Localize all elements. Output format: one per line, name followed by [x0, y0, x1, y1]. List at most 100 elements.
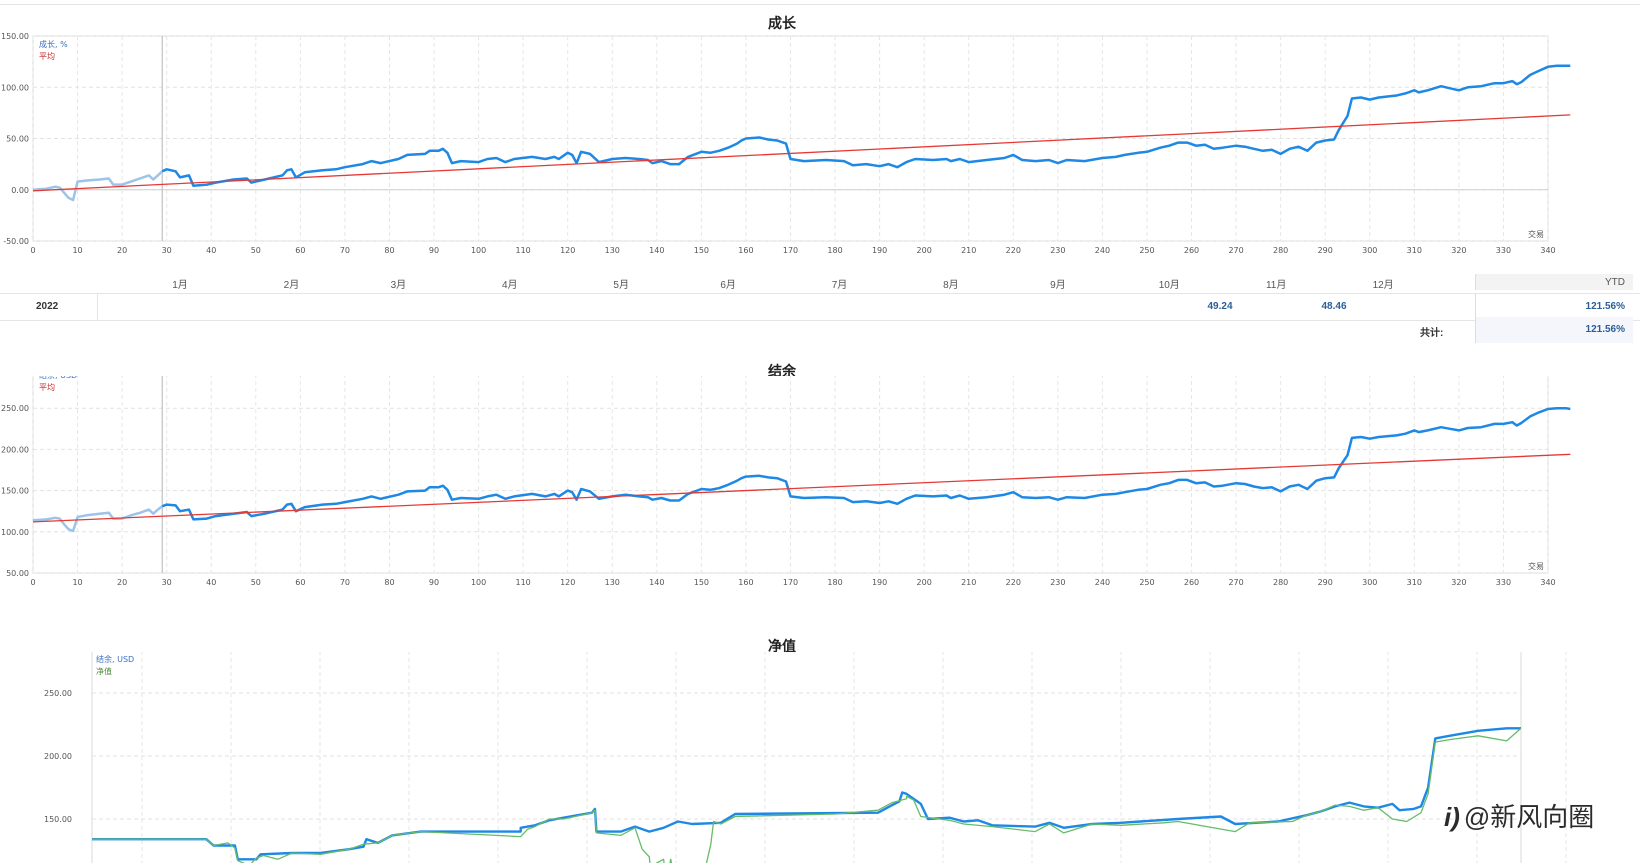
x-tick-label: 20 [117, 246, 127, 255]
x-tick-label: 0 [30, 578, 35, 587]
month-label: 1月 [172, 280, 188, 291]
x-tick-label: 180 [827, 578, 842, 587]
growth-chart-title: 成长 [768, 15, 796, 31]
month-label: 5月 [613, 280, 629, 291]
x-tick-label: 150 [694, 578, 709, 587]
equity-chart-title: 净值 [768, 638, 796, 654]
x-tick-label: 110 [516, 246, 531, 255]
x-tick-label: 30 [162, 246, 172, 255]
year-separator [97, 294, 98, 320]
x-tick-label: 40 [206, 246, 216, 255]
x-tick-label: 270 [1228, 246, 1243, 255]
y-tick-label: -50.00 [3, 237, 29, 246]
series-line-pre [32, 170, 164, 202]
x-tick-label: 260 [1184, 578, 1199, 587]
ytd-value: 121.56% [1475, 294, 1633, 320]
x-tick-label: 50 [251, 578, 261, 587]
series-line-pre [32, 505, 163, 533]
x-tick-label: 130 [605, 578, 620, 587]
month-value-nov: 48.46 [1321, 301, 1347, 312]
month-label: 6月 [720, 280, 736, 291]
top-divider [0, 4, 1640, 5]
x-tick-label: 100 [471, 246, 486, 255]
x-tick-label: 10 [72, 578, 82, 587]
y-tick-label: 150.00 [44, 815, 72, 824]
x-tick-label: 290 [1318, 246, 1333, 255]
x-tick-label: 220 [1006, 246, 1021, 255]
x-tick-label: 60 [295, 246, 305, 255]
x-axis-label: 交易 [1528, 561, 1544, 571]
x-tick-label: 280 [1273, 578, 1288, 587]
watermark-text: @新风向圈 [1463, 802, 1595, 832]
total-value: 121.56% [1475, 317, 1633, 343]
x-tick-label: 250 [1139, 246, 1154, 255]
x-tick-label: 300 [1362, 246, 1377, 255]
year-row-2022: 2022 49.24 48.46 121.56% [0, 293, 1640, 321]
month-label: 3月 [390, 280, 407, 291]
x-tick-label: 340 [1540, 246, 1555, 255]
x-tick-label: 300 [1362, 578, 1377, 587]
y-tick-label: 0.00 [11, 186, 29, 195]
x-tick-label: 10 [72, 246, 82, 255]
month-label: 9月 [1050, 280, 1066, 291]
x-tick-label: 190 [872, 578, 887, 587]
watermark: i) @新风向圈 [1444, 797, 1594, 834]
x-tick-label: 220 [1006, 578, 1021, 587]
watermark-logo-icon: i) [1444, 802, 1460, 832]
x-tick-label: 40 [206, 578, 216, 587]
balance-chart-title: 结余 [768, 363, 796, 379]
x-tick-label: 160 [738, 578, 753, 587]
x-tick-label: 80 [384, 246, 394, 255]
total-label: 共计: [1420, 328, 1444, 339]
legend-entry-average: 平均 [39, 382, 55, 392]
month-label: 11月 [1265, 280, 1287, 291]
y-tick-label: 50.00 [6, 569, 29, 578]
x-tick-label: 100 [471, 578, 486, 587]
x-tick-label: 150 [694, 246, 709, 255]
y-tick-label: 200.00 [1, 445, 29, 454]
y-tick-label: 100.00 [1, 528, 29, 537]
x-tick-label: 190 [872, 246, 887, 255]
series-line-main [161, 406, 1571, 521]
x-tick-label: 200 [917, 246, 932, 255]
x-tick-label: 200 [917, 578, 932, 587]
series-line-main [161, 64, 1571, 187]
x-tick-label: 230 [1050, 578, 1065, 587]
x-tick-label: 310 [1407, 578, 1422, 587]
x-tick-label: 250 [1139, 578, 1154, 587]
y-tick-label: 250.00 [44, 689, 72, 698]
x-tick-label: 90 [429, 578, 439, 587]
x-tick-label: 330 [1496, 246, 1511, 255]
series-line-average [32, 114, 1571, 192]
x-tick-label: 240 [1095, 246, 1110, 255]
x-tick-label: 70 [340, 246, 350, 255]
x-tick-label: 30 [162, 578, 172, 587]
x-tick-label: 180 [827, 246, 842, 255]
month-label: 10月 [1158, 280, 1180, 291]
x-tick-label: 320 [1451, 246, 1466, 255]
x-tick-label: 340 [1540, 578, 1555, 587]
x-tick-label: 270 [1228, 578, 1243, 587]
x-tick-label: 130 [605, 246, 620, 255]
month-label: 2月 [283, 280, 300, 291]
x-tick-label: 70 [340, 578, 350, 587]
ytd-header: YTD [1475, 274, 1633, 290]
x-tick-label: 140 [649, 246, 664, 255]
y-tick-label: 200.00 [44, 752, 72, 761]
x-tick-label: 140 [649, 578, 664, 587]
y-tick-label: 50.00 [6, 135, 29, 144]
series-line-average [32, 453, 1571, 523]
x-tick-label: 170 [783, 578, 798, 587]
x-tick-label: 160 [738, 246, 753, 255]
x-tick-label: 90 [429, 246, 439, 255]
legend-entry-main: 成长, % [39, 39, 68, 49]
x-tick-label: 0 [30, 246, 35, 255]
month-value-oct: 49.24 [1207, 301, 1233, 312]
x-tick-label: 60 [295, 578, 305, 587]
x-tick-label: 260 [1184, 246, 1199, 255]
year-label: 2022 [36, 301, 59, 312]
x-tick-label: 280 [1273, 246, 1288, 255]
x-tick-label: 240 [1095, 578, 1110, 587]
month-label: 7月 [831, 280, 848, 291]
